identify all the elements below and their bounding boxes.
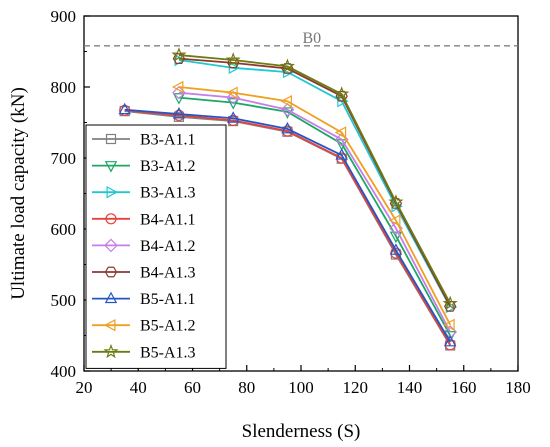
x-tick-label: 80 (238, 378, 255, 397)
y-tick-label: 400 (51, 362, 77, 381)
legend-item: B3-A1.3 (92, 185, 196, 202)
legend-swatch-marker (105, 133, 117, 145)
legend-label: B5-A1.3 (140, 344, 196, 361)
data-point (281, 121, 294, 134)
data-point (226, 98, 240, 110)
series-B5-A1.1 (118, 102, 457, 347)
series-line (178, 96, 451, 336)
data-point (173, 109, 185, 122)
legend-label: B3-A1.2 (140, 158, 196, 175)
data-point (334, 86, 350, 101)
y-tick-label: 600 (51, 220, 77, 239)
legend-swatch-marker (104, 318, 116, 332)
x-tick-label: 100 (288, 378, 314, 397)
legend-swatch-marker (104, 266, 118, 278)
legend-item: B5-A1.1 (92, 291, 196, 308)
legend-swatch-marker (103, 343, 119, 359)
x-tick-label: 140 (397, 378, 423, 397)
legend-item: B5-A1.2 (92, 318, 196, 335)
data-point (443, 318, 455, 332)
x-tick-label: 160 (451, 378, 477, 397)
legend-label: B3-A1.1 (140, 132, 196, 149)
legend-label: B4-A1.3 (140, 265, 196, 282)
x-tick-label: 20 (76, 378, 93, 397)
series-line (124, 108, 451, 343)
data-point (171, 80, 184, 94)
data-point (445, 300, 458, 314)
data-point (443, 334, 457, 347)
legend-label: B4-A1.2 (140, 238, 196, 255)
data-point (388, 214, 401, 227)
data-point (442, 295, 458, 310)
legend-swatch-marker (104, 161, 118, 173)
series-B5-A1.3 (171, 47, 458, 310)
y-tick-label: 500 (51, 291, 77, 310)
legend-swatch-marker (104, 291, 118, 304)
data-point (225, 52, 241, 67)
x-tick-label: 60 (184, 378, 201, 397)
reference-layer: B0 (84, 30, 518, 47)
legend-item: B5-A1.3 (92, 343, 196, 361)
data-point (335, 148, 348, 160)
series-line (178, 91, 451, 333)
legend-item: B4-A1.2 (92, 238, 196, 255)
legend-item: B4-A1.3 (92, 265, 196, 282)
legend-item: B4-A1.1 (92, 211, 196, 228)
x-tick-label: 40 (130, 378, 147, 397)
x-tick-label: 120 (343, 378, 369, 397)
series-line (178, 59, 451, 308)
legend-swatch-marker (105, 213, 117, 225)
data-point (280, 102, 295, 117)
legend-swatch-marker (106, 185, 118, 199)
y-tick-label: 900 (51, 7, 77, 26)
data-point (280, 94, 292, 108)
series-B3-A1.2 (172, 93, 457, 343)
legend-label: B3-A1.3 (140, 185, 196, 202)
data-point (279, 58, 295, 73)
data-point (389, 231, 403, 244)
legend-label: B5-A1.2 (140, 318, 196, 335)
y-tick-label: 800 (51, 78, 77, 97)
reference-line-label: B0 (303, 30, 322, 47)
data-point (388, 194, 404, 209)
legend-label: B4-A1.1 (140, 211, 196, 228)
series-line (124, 109, 451, 346)
data-point (226, 86, 238, 99)
axes-layer: 20 40 60 80 100 120 140 160 180 400 500 600 700 800 90… (51, 7, 531, 397)
data-point (118, 102, 131, 115)
data-point (228, 61, 241, 75)
data-point (389, 243, 403, 255)
data-point (227, 114, 239, 126)
series-layer (118, 47, 458, 351)
data-point (226, 111, 240, 123)
y-axis-title: Ultimate load capacity (kN) (8, 87, 29, 300)
legend-item: B3-A1.1 (92, 132, 196, 149)
data-point (171, 47, 187, 62)
data-point (172, 93, 186, 105)
legend: B3-A1.1 B3-A1.2 B3-A1.3 B4-A1.1 B4-A1.2 B4-A1… (85, 124, 227, 369)
x-tick-label: 180 (505, 378, 531, 397)
legend-item: B3-A1.2 (92, 158, 196, 175)
series-line (178, 86, 451, 326)
data-point (172, 53, 186, 64)
data-point (334, 126, 347, 139)
data-point (172, 106, 186, 119)
y-tick-label: 700 (51, 149, 77, 168)
series-line (178, 54, 451, 304)
x-axis-title: Slenderness (S) (242, 421, 361, 442)
series-B4-A1.1 (119, 104, 456, 351)
legend-label: B5-A1.1 (140, 291, 196, 308)
legend-swatch-marker (104, 238, 118, 253)
series-B5-A1.2 (171, 80, 455, 332)
